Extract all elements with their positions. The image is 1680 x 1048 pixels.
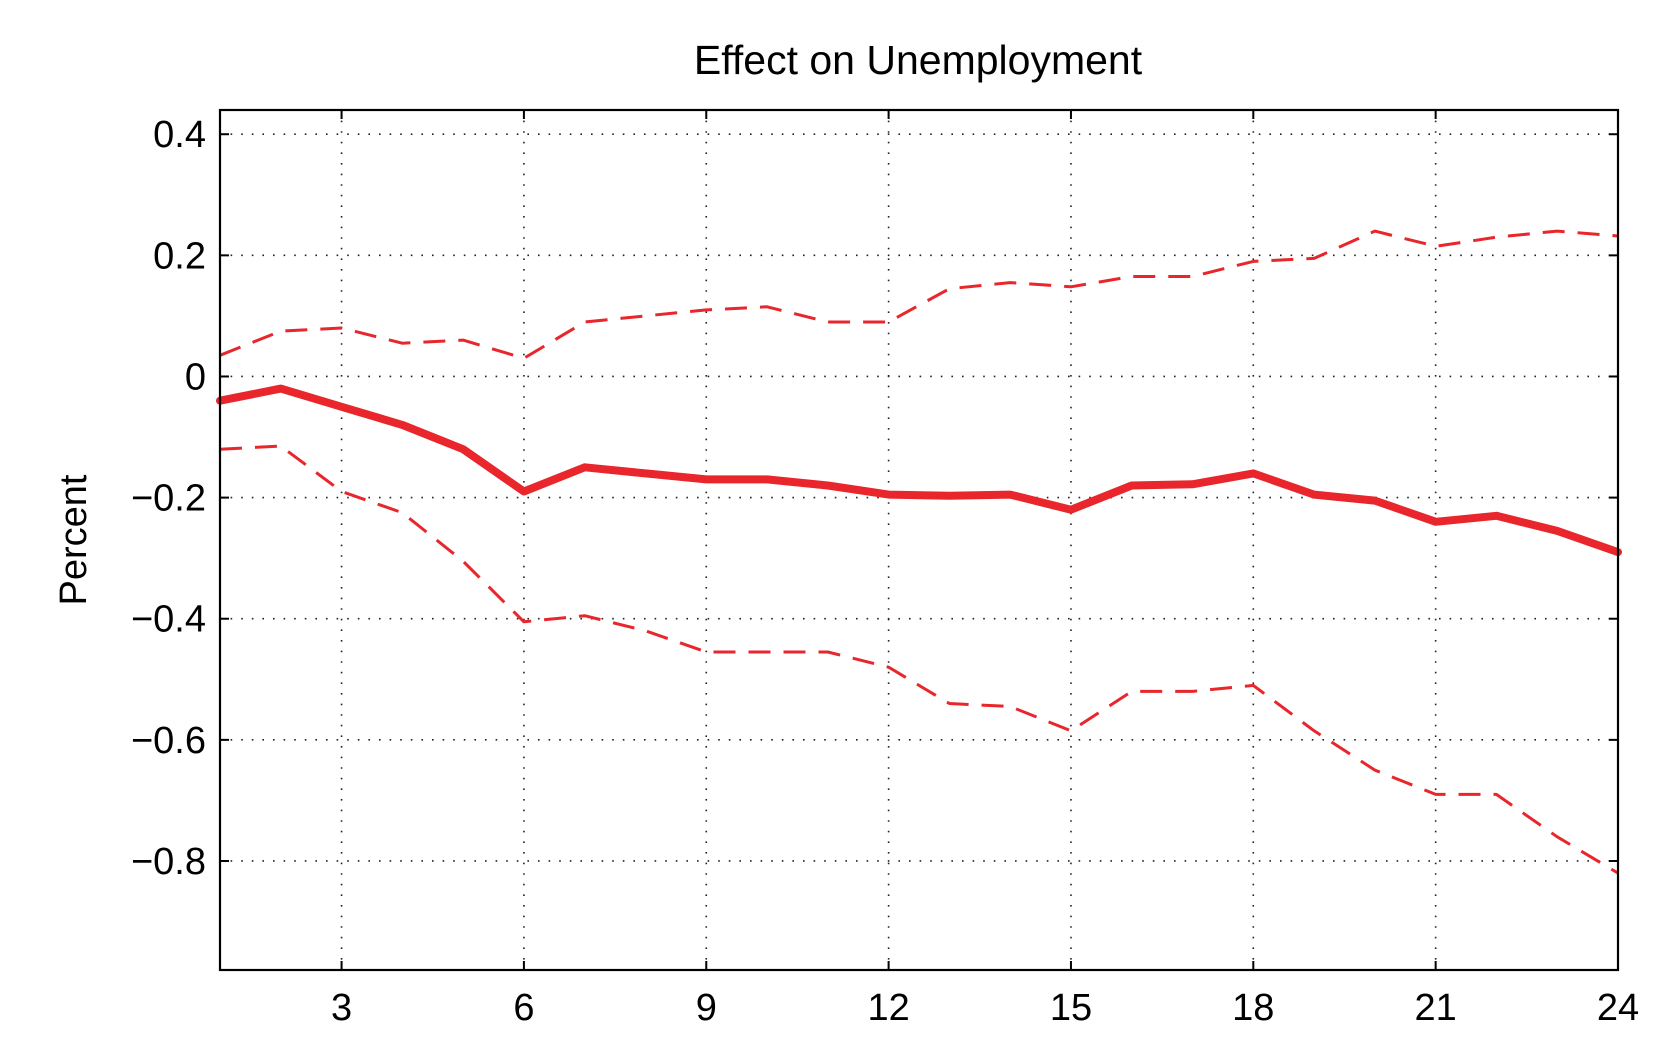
y-tick-label: 0.4	[153, 114, 206, 156]
x-tick-label: 9	[696, 987, 717, 1029]
y-tick-label: −0.8	[131, 841, 206, 883]
x-tick-label: 6	[513, 987, 534, 1029]
y-axis-label: Percent	[53, 474, 95, 605]
x-tick-label: 3	[331, 987, 352, 1029]
upper-band-line	[219, 229, 1619, 360]
x-tick-label: 12	[867, 987, 909, 1029]
y-tick-label: 0.2	[153, 235, 206, 277]
y-tick-label: −0.2	[131, 478, 206, 520]
x-tick-label: 18	[1232, 987, 1274, 1029]
x-tick-label: 21	[1415, 987, 1457, 1029]
axis-ticks: 0.4 0.2 0 −0.2 −0.4 −0.6 −0.8 3 6 9 12 15 18 21 24	[131, 110, 1639, 1029]
estimate-line	[216, 384, 1622, 557]
y-tick-label: −0.4	[131, 599, 206, 641]
x-tick-label: 24	[1597, 987, 1639, 1029]
series-lines	[216, 229, 1622, 875]
chart-title: Effect on Unemployment	[694, 37, 1143, 83]
y-tick-label: −0.6	[131, 720, 206, 762]
y-tick-label: 0	[185, 356, 206, 398]
x-tick-label: 15	[1050, 987, 1092, 1029]
plot-area-frame	[218, 108, 1620, 972]
lower-band-line	[219, 444, 1619, 875]
